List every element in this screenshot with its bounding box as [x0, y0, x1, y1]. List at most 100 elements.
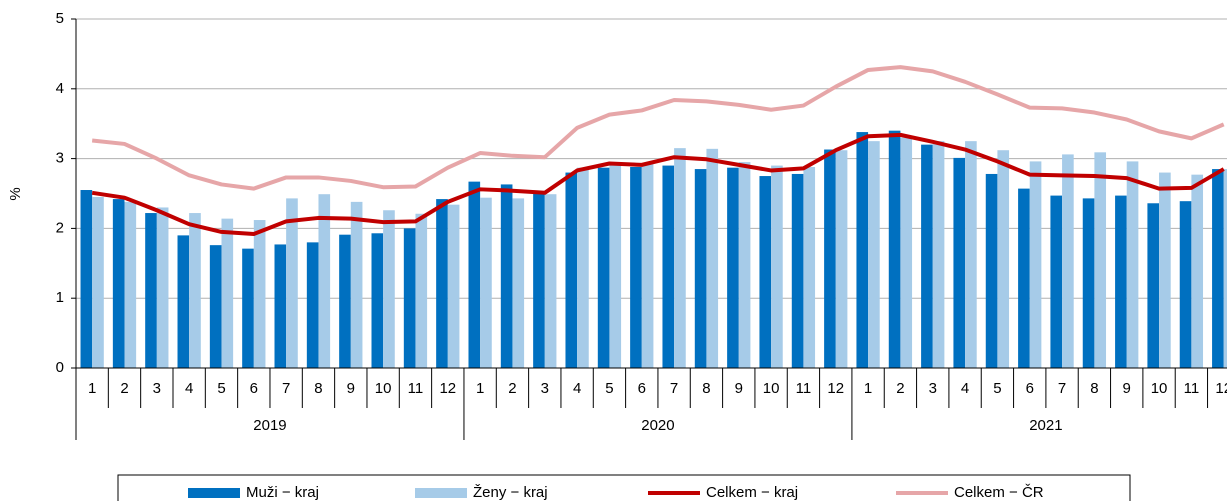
bar: [900, 137, 913, 368]
x-tick-label: 1: [864, 380, 872, 397]
bar: [1018, 188, 1030, 368]
x-tick-label: 10: [375, 380, 392, 397]
bar: [512, 198, 525, 368]
legend-swatch: [188, 488, 240, 498]
x-tick-label: 2: [120, 380, 128, 397]
bar: [371, 233, 384, 368]
bar: [921, 144, 933, 368]
x-tick-label: 1: [476, 380, 484, 397]
y-tick-label: 0: [56, 359, 64, 376]
bar: [662, 165, 675, 368]
bar: [1179, 201, 1192, 368]
x-tick-label: 5: [605, 380, 613, 397]
bar: [1082, 198, 1095, 368]
x-tick-label: 8: [1090, 380, 1098, 397]
bar: [242, 248, 254, 368]
bar: [597, 167, 610, 368]
x-tick-label: 7: [1058, 380, 1066, 397]
bar: [403, 228, 416, 368]
bar: [209, 245, 222, 368]
x-tick-label: 3: [153, 380, 161, 397]
bar: [868, 141, 880, 368]
x-tick-label: 12: [439, 380, 456, 397]
bar: [124, 201, 137, 368]
x-tick-label: 12: [827, 380, 844, 397]
bar: [1029, 161, 1042, 368]
x-tick-label: 11: [1184, 380, 1200, 397]
bar: [759, 176, 772, 368]
bar: [694, 169, 707, 368]
x-tick-label: 4: [185, 380, 193, 397]
x-tick-label: 3: [929, 380, 937, 397]
y-tick-label: 5: [56, 10, 64, 27]
bar: [1212, 169, 1224, 368]
y-tick-label: 2: [56, 219, 64, 236]
x-tick-label: 2: [896, 380, 904, 397]
bar: [674, 148, 686, 368]
bar: [500, 184, 513, 368]
x-tick-label: 2: [508, 380, 516, 397]
bar: [1115, 195, 1127, 368]
bar: [339, 234, 351, 368]
bar: [447, 204, 460, 368]
group-label: 2021: [1029, 417, 1062, 434]
x-tick-label: 7: [282, 380, 290, 397]
x-tick-label: 6: [250, 380, 258, 397]
bar: [1191, 174, 1204, 368]
bar: [985, 173, 998, 368]
x-tick-label: 9: [735, 380, 743, 397]
bar: [706, 148, 719, 368]
bar: [1050, 195, 1063, 368]
bar: [953, 157, 966, 368]
group-label: 2019: [253, 417, 286, 434]
x-tick-label: 5: [217, 380, 225, 397]
x-tick-label: 12: [1215, 380, 1227, 397]
bar: [630, 166, 642, 368]
x-tick-label: 1: [88, 380, 96, 397]
x-tick-label: 4: [961, 380, 969, 397]
bar: [415, 213, 428, 368]
bar: [1159, 172, 1171, 368]
legend-swatch: [415, 488, 467, 498]
x-tick-label: 9: [347, 380, 355, 397]
bar: [436, 199, 448, 368]
bar: [468, 181, 481, 368]
bar: [350, 201, 363, 368]
x-tick-label: 9: [1123, 380, 1131, 397]
x-tick-label: 6: [1026, 380, 1034, 397]
bar: [577, 167, 589, 368]
bar: [286, 198, 298, 368]
bar: [791, 173, 804, 368]
bar: [824, 149, 836, 368]
bar: [1126, 161, 1139, 368]
y-tick-label: 3: [56, 150, 64, 167]
bar: [565, 172, 578, 368]
group-label: 2020: [641, 417, 674, 434]
bar: [318, 194, 331, 368]
bar: [727, 167, 739, 368]
bar: [383, 210, 395, 368]
bar: [156, 207, 169, 368]
bar: [80, 190, 93, 368]
bar: [856, 132, 869, 368]
bar: [609, 162, 622, 368]
legend-label: Ženy − kraj: [473, 484, 548, 501]
bar: [997, 150, 1010, 368]
bar: [177, 235, 190, 368]
y-tick-label: 4: [56, 80, 64, 97]
bar: [932, 141, 945, 368]
line: [91, 132, 1225, 236]
bar: [253, 220, 266, 368]
x-tick-label: 5: [993, 380, 1001, 397]
y-axis-label: %: [7, 187, 24, 200]
x-tick-label: 3: [541, 380, 549, 397]
x-tick-label: 11: [408, 380, 424, 397]
bar: [221, 218, 234, 368]
legend-box: [117, 474, 1131, 501]
bar: [92, 196, 104, 368]
x-tick-label: 10: [1151, 380, 1168, 397]
x-tick-label: 8: [702, 380, 710, 397]
bar: [1147, 203, 1160, 368]
